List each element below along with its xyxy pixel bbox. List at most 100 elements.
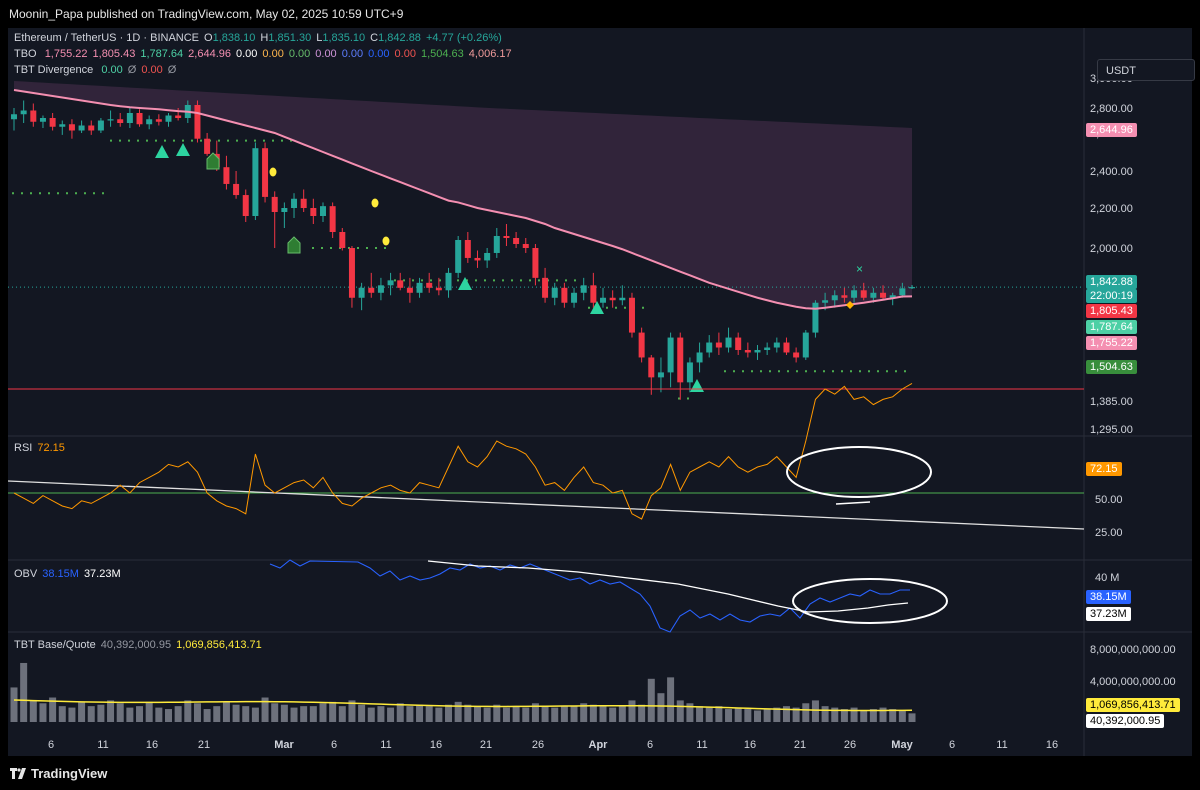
volume-bar [319,703,327,722]
candle-body [870,292,877,298]
candle-body [532,248,539,278]
candle-body [628,297,635,333]
candle-body [764,347,771,350]
candle-body [793,352,800,358]
candle-body [262,148,269,197]
rsi-axis-label: 25.00 [1095,527,1123,539]
candle-body [725,337,732,348]
candle-body [319,206,326,216]
volume-bar [155,707,163,722]
candle-body [590,285,597,303]
volume-bar [126,707,134,722]
ma-cloud [14,81,912,309]
time-axis-label: 16 [1046,739,1058,751]
candle-body [107,119,114,121]
obv-legend: OBV 38.15M 37.23M [14,568,126,580]
rsi-name: RSI [14,442,33,454]
tradingview-logo[interactable]: TradingView [10,766,107,781]
chart-canvas[interactable]: ×3,000.002,800.002,600.002,400.002,200.0… [8,28,1192,756]
candle-body [68,124,75,131]
candle-body [638,332,645,358]
tradingview-logo-icon [10,768,26,779]
volume-bar [754,710,762,722]
tbo-value-1: 1,805.43 [92,48,136,60]
volume-bar [802,703,810,722]
candle-body [146,119,153,125]
volume-bar [329,701,337,722]
volume-bar [87,706,95,722]
volume-bar [203,709,211,722]
candle-body [194,105,201,139]
chart-frame[interactable]: ×3,000.002,800.002,600.002,400.002,200.0… [8,28,1195,756]
volume-bar [618,706,626,722]
tbt-divergence-value-1: Ø [127,64,137,76]
tbo-value-6: 0.00 [288,48,311,60]
candle-body [204,138,211,154]
time-axis-label: 16 [146,739,158,751]
candle-body [522,244,529,248]
time-axis-label: 11 [97,739,108,751]
candle-body [155,119,162,122]
candle-body [387,280,394,286]
change-value: +4.77 (+0.26%) [425,32,502,44]
candle-body [233,183,240,196]
upper-band-tag: 2,644.96 [1086,123,1137,137]
tbt-divergence-legend: TBT Divergence 0.00 Ø 0.00 Ø [14,64,181,76]
bull-arrow-marker [287,236,301,254]
time-axis-label: 26 [532,739,544,751]
rsi-line [13,382,913,520]
candle-body [271,196,278,212]
volume-bar [116,703,124,722]
moving-average-line [13,89,913,310]
low-label: L [316,32,323,44]
tbt-base-quote-legend: TBT Base/Quote 40,392,000.95 1,069,856,413… [14,639,267,651]
volume-bar [638,704,646,722]
price-axis-label: 2,200.00 [1090,203,1133,215]
volume-bar [725,709,733,722]
currency-button[interactable]: USDT [1097,59,1195,81]
volume-axis-label: 8,000,000,000.00 [1090,644,1176,656]
volume-bar [879,707,887,722]
candle-body [812,302,819,333]
tbt-divergence-value-0: 0.00 [101,64,123,76]
rsi-annotation-stroke [835,501,871,505]
candle-body [455,240,462,273]
tbo-value-5: 0.00 [262,48,284,60]
volume-bar [232,704,240,722]
volume-bar [425,706,433,722]
close-label: C [370,32,379,44]
tbo-value-12: 4,006.17 [468,48,512,60]
bottom-bar: TradingView [0,756,1200,790]
candle-body [329,206,336,232]
vol-white-tag: 40,392,000.95 [1086,714,1165,728]
buy-signal-triangle [155,145,169,158]
tbo-name: TBO [14,48,37,60]
volume-bar [570,706,578,722]
high-value: 1,851.30 [268,32,312,44]
candle-body [735,337,742,350]
volume-bar [20,662,28,722]
volume-bar [377,706,385,722]
time-axis-label: 6 [647,739,653,751]
volume-bar [763,709,771,722]
obv-value-2: 37.23M [83,568,121,580]
time-axis-label: Mar [274,739,294,751]
volume-bar [300,706,308,722]
volume-bar [560,706,568,722]
volume-bar [10,687,18,722]
candle-body [551,287,558,298]
line-green-tag: 1,787.64 [1086,320,1137,334]
tbo-value-8: 0.00 [341,48,364,60]
symbol-name: Ethereum / TetherUS · 1D · BINANCE [14,32,200,44]
volume-bar [222,701,230,722]
volume-bar [889,709,897,722]
candle-body [889,295,896,298]
time-axis-label: 6 [949,739,955,751]
candle-body [899,288,906,296]
volume-bar [309,706,317,722]
candle-body [464,240,471,258]
volume-bar [541,706,549,722]
candle-body [348,248,355,298]
volume-bar [628,700,636,722]
candle-body [126,113,133,123]
